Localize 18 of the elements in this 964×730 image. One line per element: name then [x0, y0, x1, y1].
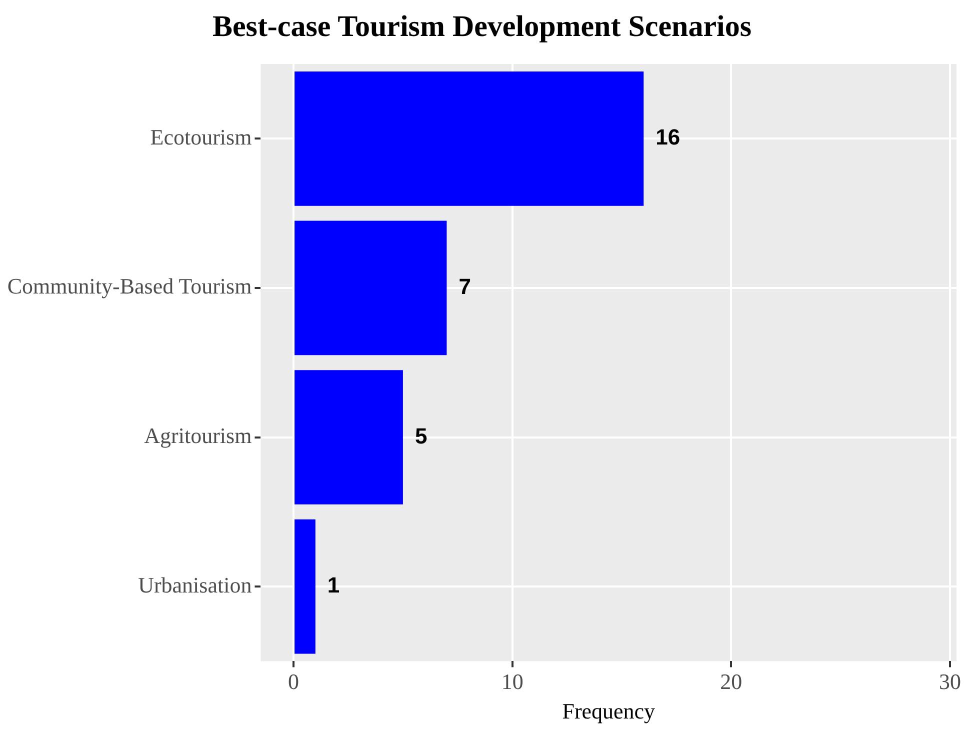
x-tick-label: 20 [720, 669, 742, 694]
x-tick-label: 0 [288, 669, 300, 694]
x-axis-title: Frequency [562, 698, 656, 724]
bar [294, 519, 316, 654]
y-tick-label: Ecotourism [150, 124, 252, 150]
data-label: 1 [327, 572, 340, 598]
y-tick-label: Agritourism [144, 423, 252, 448]
bar [294, 370, 403, 504]
y-tick-label: Community-Based Tourism [7, 274, 252, 299]
data-label: 7 [458, 274, 471, 300]
y-tick-label: Urbanisation [138, 572, 252, 598]
x-tick-label: 10 [501, 669, 524, 694]
data-label: 16 [656, 124, 680, 150]
x-tick-label: 30 [938, 669, 961, 694]
bar [294, 71, 644, 206]
bar [294, 220, 447, 356]
chart-title: Best-case Tourism Development Scenarios [212, 10, 752, 43]
data-label: 5 [414, 423, 428, 448]
